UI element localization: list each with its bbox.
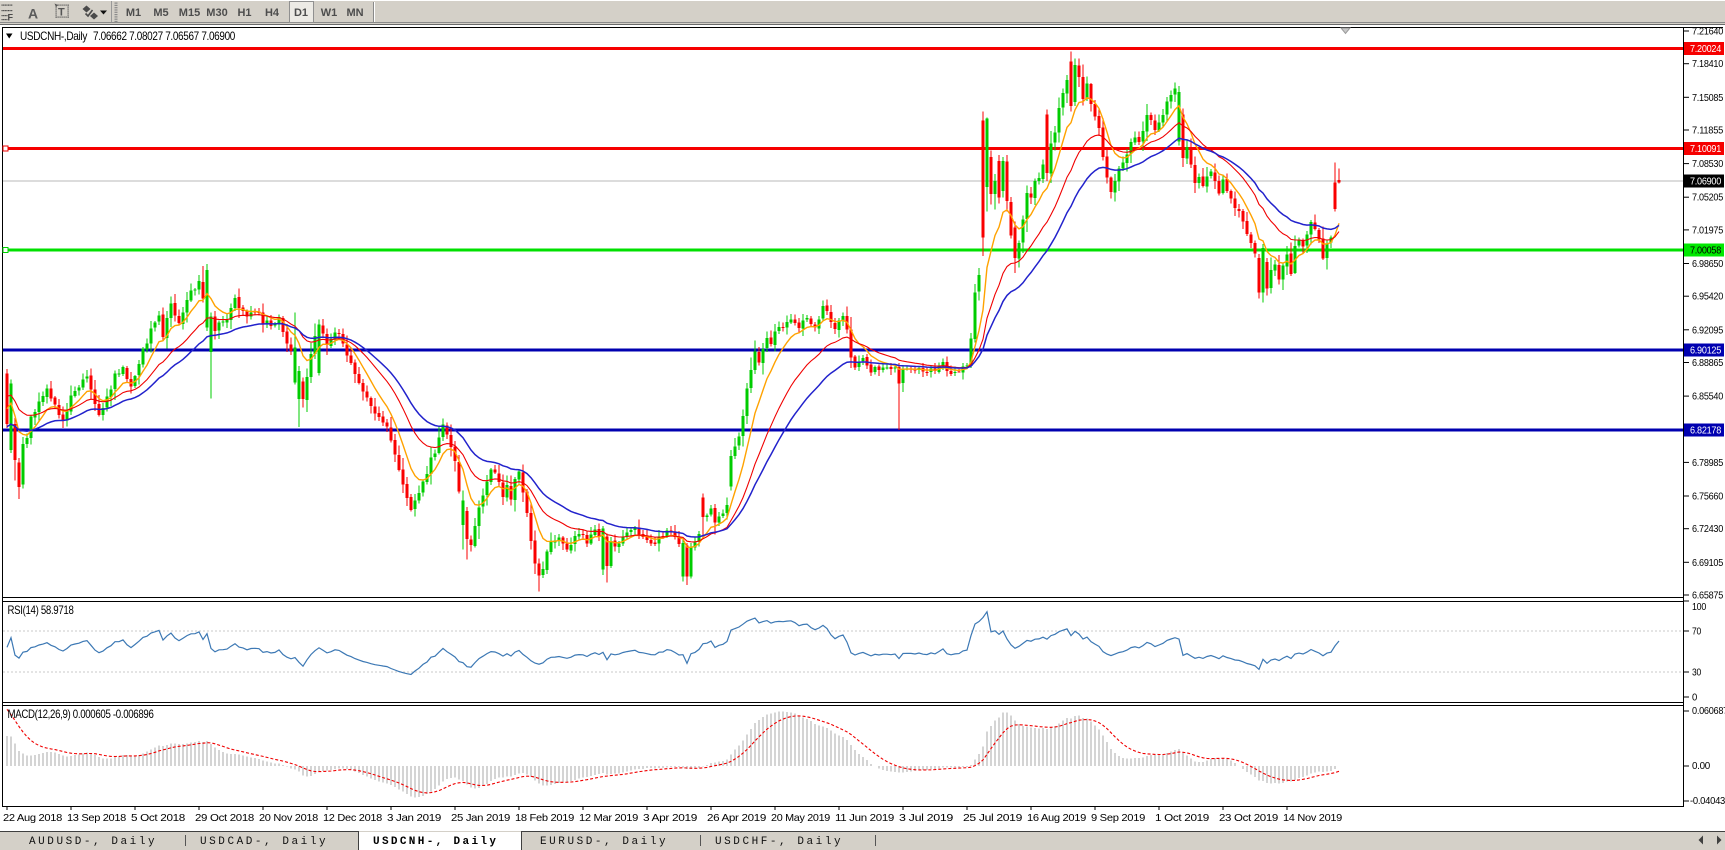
svg-text:70: 70: [1692, 626, 1701, 638]
svg-text:16 Aug 2019: 16 Aug 2019: [1027, 812, 1086, 824]
svg-text:USDCNH-, Daily: USDCNH-, Daily: [373, 836, 498, 848]
svg-text:6.85540: 6.85540: [1692, 391, 1723, 403]
svg-text:6.65875: 6.65875: [1692, 590, 1723, 602]
svg-text:0.060687: 0.060687: [1692, 705, 1725, 717]
svg-text:M15: M15: [179, 7, 200, 19]
svg-text:7.20024: 7.20024: [1690, 43, 1721, 55]
svg-text:USDCNH-,Daily: USDCNH-,Daily: [20, 29, 87, 43]
svg-text:7.01975: 7.01975: [1692, 224, 1723, 236]
svg-text:6.82178: 6.82178: [1690, 425, 1721, 437]
svg-text:20 May 2019: 20 May 2019: [771, 812, 830, 824]
svg-text:6.98650: 6.98650: [1692, 258, 1723, 270]
svg-text:H4: H4: [265, 7, 280, 19]
svg-text:7.10091: 7.10091: [1690, 143, 1721, 155]
svg-text:7.06662 7.08027 7.06567 7.0690: 7.06662 7.08027 7.06567 7.06900: [93, 29, 236, 43]
svg-text:USDCHF-, Daily: USDCHF-, Daily: [715, 836, 843, 848]
svg-text:A: A: [28, 6, 38, 22]
svg-text:3 Jul 2019: 3 Jul 2019: [899, 812, 954, 824]
svg-text:T: T: [58, 7, 65, 19]
svg-text:AUDUSD-, Daily: AUDUSD-, Daily: [29, 836, 157, 848]
svg-text:M1: M1: [126, 7, 141, 19]
svg-text:11 Jun 2019: 11 Jun 2019: [835, 812, 894, 824]
svg-text:22 Aug 2018: 22 Aug 2018: [3, 812, 62, 824]
svg-text:100: 100: [1692, 601, 1706, 613]
svg-text:7.15085: 7.15085: [1692, 92, 1723, 104]
svg-text:M30: M30: [206, 7, 227, 19]
svg-text:7.05205: 7.05205: [1692, 192, 1723, 204]
svg-text:6.92095: 6.92095: [1692, 324, 1723, 336]
svg-text:EURUSD-, Daily: EURUSD-, Daily: [540, 836, 668, 848]
svg-text:7.06900: 7.06900: [1690, 176, 1721, 188]
svg-text:7.08530: 7.08530: [1692, 158, 1723, 170]
svg-text:H1: H1: [237, 7, 251, 19]
svg-text:13 Sep 2018: 13 Sep 2018: [67, 812, 126, 824]
svg-text:USDCAD-, Daily: USDCAD-, Daily: [200, 836, 328, 848]
svg-text:29 Oct 2018: 29 Oct 2018: [195, 812, 254, 824]
svg-text:MACD(12,26,9) 0.000605 -0.0068: MACD(12,26,9) 0.000605 -0.006896: [8, 707, 155, 721]
svg-text:14 Nov 2019: 14 Nov 2019: [1283, 812, 1342, 824]
svg-text:5 Oct 2018: 5 Oct 2018: [131, 812, 186, 824]
svg-text:1 Oct 2019: 1 Oct 2019: [1155, 812, 1210, 824]
svg-text:25 Jul 2019: 25 Jul 2019: [963, 812, 1023, 824]
svg-text:6.78985: 6.78985: [1692, 457, 1723, 469]
svg-text:3 Apr 2019: 3 Apr 2019: [643, 812, 698, 824]
svg-text:6.69105: 6.69105: [1692, 557, 1723, 569]
svg-text:F: F: [8, 13, 14, 23]
svg-text:23 Oct 2019: 23 Oct 2019: [1219, 812, 1278, 824]
svg-text:6.88865: 6.88865: [1692, 357, 1723, 369]
svg-text:18 Feb 2019: 18 Feb 2019: [515, 812, 574, 824]
svg-text:6.90125: 6.90125: [1690, 345, 1721, 357]
svg-text:0.00: 0.00: [1692, 760, 1710, 772]
svg-text:RSI(14) 58.9718: RSI(14) 58.9718: [8, 603, 75, 617]
svg-text:7.18410: 7.18410: [1692, 58, 1723, 70]
svg-text:W1: W1: [321, 7, 338, 19]
svg-text:30: 30: [1692, 667, 1701, 679]
svg-text:20 Nov 2018: 20 Nov 2018: [259, 812, 318, 824]
svg-text:MN: MN: [346, 7, 363, 19]
svg-text:6.95420: 6.95420: [1692, 291, 1723, 303]
svg-text:M5: M5: [153, 7, 168, 19]
svg-text:0: 0: [1692, 692, 1697, 704]
svg-text:D1: D1: [294, 7, 308, 19]
svg-text:7.11855: 7.11855: [1692, 125, 1723, 137]
svg-text:7.00058: 7.00058: [1690, 245, 1721, 257]
svg-text:6.72430: 6.72430: [1692, 523, 1723, 535]
svg-text:9 Sep 2019: 9 Sep 2019: [1091, 812, 1145, 824]
svg-text:7.21640: 7.21640: [1692, 26, 1723, 38]
svg-text:25 Jan 2019: 25 Jan 2019: [451, 812, 510, 824]
svg-text:3 Jan 2019: 3 Jan 2019: [387, 812, 442, 824]
svg-text:26 Apr 2019: 26 Apr 2019: [707, 812, 766, 824]
svg-text:12 Mar 2019: 12 Mar 2019: [579, 812, 638, 824]
svg-text:6.75660: 6.75660: [1692, 491, 1723, 503]
svg-text:12 Dec 2018: 12 Dec 2018: [323, 812, 382, 824]
